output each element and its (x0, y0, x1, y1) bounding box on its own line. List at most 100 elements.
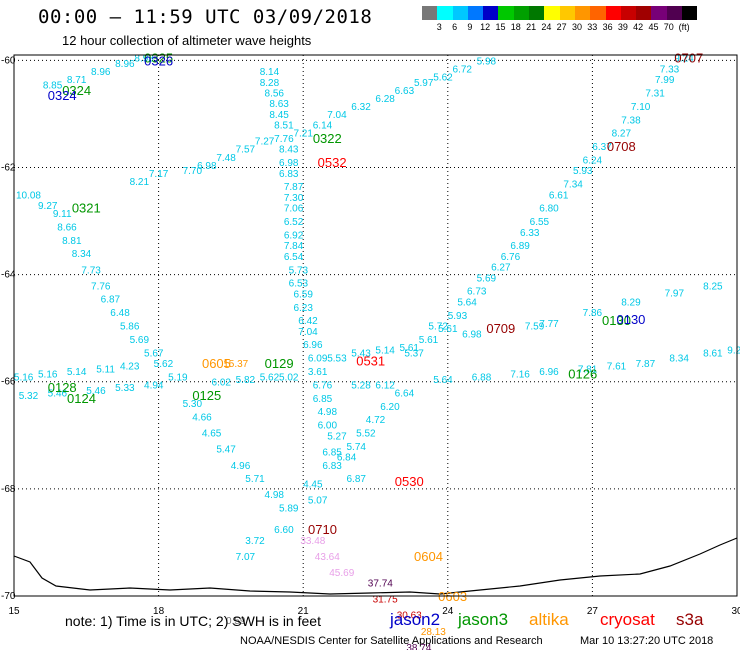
legend-jason3: jason3 (458, 610, 509, 629)
colorbar-swatch (452, 6, 468, 20)
swh-value: 5.07 (308, 496, 328, 507)
swh-value: 45.69 (329, 568, 354, 579)
colorbar-label: 21 (526, 22, 537, 32)
swh-value: 7.07 (236, 552, 256, 563)
swh-value: 5.93 (573, 166, 593, 177)
swh-value: 5.61 (419, 335, 439, 346)
swh-value: 5.46 (48, 388, 68, 399)
swh-value: 9.24 (674, 54, 694, 65)
swh-value: 7.76 (91, 281, 111, 292)
swh-value: 5.86 (120, 322, 140, 333)
swh-value: 43.64 (315, 552, 340, 563)
pass-id-label: 0708 (607, 139, 636, 154)
swh-value: 6.83 (279, 169, 299, 180)
swh-value: 6.28 (375, 94, 395, 105)
pass-id-label: 0710 (308, 522, 337, 537)
colorbar-swatch (636, 6, 652, 20)
swh-value: 9.20 (727, 346, 740, 357)
swh-value: 6.76 (501, 252, 521, 263)
swh-value: 4.66 (192, 413, 212, 424)
swh-value: 5.64 (457, 297, 477, 308)
swh-value: 6.85 (322, 447, 342, 458)
swh-value: 6.09 (308, 354, 328, 365)
colorbar-label: 42 (633, 22, 644, 32)
swh-value: 6.85 (313, 394, 333, 405)
swh-value: 8.25 (703, 281, 723, 292)
swh-value: 8.81 (62, 236, 82, 247)
lat-label: -66 (1, 377, 16, 388)
page-subtitle: 12 hour collection of altimeter wave hei… (62, 33, 312, 48)
swh-value: 6.88 (472, 372, 492, 383)
swh-value: 7.57 (236, 145, 256, 156)
swh-value: 8.28 (260, 78, 280, 89)
swh-value: 7.86 (583, 308, 603, 319)
swh-value: 5.62 (433, 72, 453, 83)
pass-id-label: 0326 (144, 53, 173, 68)
colorbar-swatch (467, 6, 484, 20)
swh-value: 5.93 (448, 311, 468, 322)
pass-id-label: 0321 (72, 201, 101, 216)
pass-id-label: 0324 (62, 83, 91, 98)
coastline (13, 537, 738, 595)
swh-value: 7.04 (327, 110, 347, 121)
swh-value: 4.98 (318, 407, 338, 418)
swh-value: 6.73 (467, 287, 487, 298)
swh-value: 7.59 (525, 322, 545, 333)
swh-value: 8.93 (134, 54, 154, 65)
swh-value: 8.27 (612, 129, 632, 140)
swh-value: 5.97 (414, 78, 434, 89)
swh-value: 8.71 (67, 75, 87, 86)
swh-value: 5.19 (168, 372, 188, 383)
colorbar-swatch (559, 6, 575, 20)
coastline-path (13, 537, 738, 595)
pass-id-label: 0322 (313, 131, 342, 146)
swh-value: 6.84 (337, 453, 357, 464)
pass-id-label: 0130 (616, 312, 645, 327)
colorbar-label: 36 (602, 22, 613, 32)
swh-value: 6.61 (549, 190, 569, 201)
swh-value: 38.74 (406, 643, 431, 650)
swh-value: 6.12 (375, 380, 395, 391)
swh-value: 7.87 (636, 359, 656, 370)
pass-id-label: 0709 (486, 321, 515, 336)
swh-value: 5.72 (428, 322, 448, 333)
colorbar-label: 27 (556, 22, 567, 32)
pass-id-label: 0707 (674, 51, 703, 66)
swh-value: 6.02 (212, 378, 232, 389)
swh-value: 4.72 (366, 415, 386, 426)
swh-value: 8.43 (279, 145, 299, 156)
swh-value: 4.23 (120, 362, 140, 373)
colorbar-swatch (513, 6, 530, 20)
swh-value: 6.27 (491, 263, 511, 274)
swh-value: 8.21 (130, 177, 150, 188)
swh-value: 5.11 (96, 364, 115, 375)
swh-value: 15.37 (223, 359, 248, 370)
swh-value: 4.65 (202, 429, 222, 440)
colorbar-swatch (422, 6, 438, 20)
colorbar-swatch (574, 6, 591, 20)
swh-value: 6.59 (293, 289, 313, 300)
swh-value: 5.89 (279, 504, 299, 515)
swh-value: 6.42 (298, 316, 318, 327)
lon-label: 15 (8, 606, 20, 617)
swh-value: 7.31 (645, 88, 665, 99)
swh-value: 5.62 (260, 372, 280, 383)
page-title: 00:00 – 11:59 UTC 03/09/2018 (38, 6, 373, 28)
swh-value: 6.87 (101, 295, 121, 306)
swh-value: 6.33 (520, 228, 540, 239)
swh-value: 7.61 (607, 362, 627, 373)
swh-value: 8.45 (269, 110, 289, 121)
swh-value: 5.28 (351, 380, 371, 391)
swh-value: 8.96 (91, 67, 111, 78)
swh-value: 7.70 (183, 166, 203, 177)
swh-value: 6.80 (539, 204, 559, 215)
colorbar-label: 12 (480, 22, 491, 32)
colorbar (422, 6, 698, 20)
legend-cryosat: cryosat (600, 610, 655, 629)
pass-id-label: 0530 (395, 474, 424, 489)
lon-label: 24 (442, 606, 454, 617)
lat-label: -64 (1, 270, 16, 281)
swh-value: 5.16 (38, 370, 58, 381)
swh-value: 5.47 (216, 445, 236, 456)
